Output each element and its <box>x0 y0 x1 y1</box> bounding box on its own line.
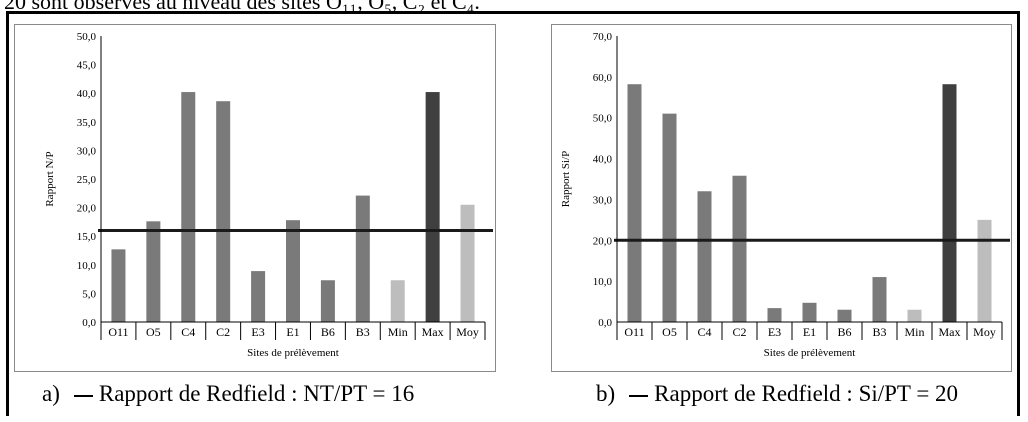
x-tick-label: O5 <box>662 325 677 339</box>
bar-b3 <box>355 195 370 322</box>
y-tick-label: 60,0 <box>593 72 613 84</box>
x-tick-label: O11 <box>624 325 644 339</box>
bar-min <box>907 309 922 322</box>
x-tick-label: C2 <box>732 325 746 339</box>
x-tick-label: C4 <box>181 325 195 339</box>
y-tick-label: 5,0 <box>82 288 96 300</box>
bar-o11 <box>627 84 642 322</box>
bar-b3 <box>872 277 887 322</box>
y-tick-label: 45,0 <box>77 60 97 72</box>
y-tick-label: 40,0 <box>77 88 97 100</box>
y-tick-label: 70,0 <box>593 31 613 43</box>
y-tick-label: 40,0 <box>593 154 613 166</box>
y-tick-label: 10,0 <box>593 276 613 288</box>
x-tick-label: Moy <box>973 325 996 339</box>
y-tick-label: 0,0 <box>598 317 612 329</box>
bar-b6 <box>837 309 852 322</box>
chart-panel-a: 0,0 5,0 10,0 15,0 20,0 25,0 30,0 35,0 40,0 45,0 50… <box>14 24 496 372</box>
y-tick-label: 25,0 <box>77 174 97 186</box>
bar-e1 <box>286 220 300 322</box>
caption-b: b) Rapport de Redfield : Si/PT = 20 <box>596 381 958 407</box>
y-tick-label: 20,0 <box>77 203 97 215</box>
header-text: 20 sont observés au niveau des sites O₁₁… <box>4 0 480 14</box>
bar-o11 <box>111 249 126 322</box>
chart-b-svg: 0,0 10,0 20,0 30,0 40,0 50,0 60,0 70,0 O11 O5 C4 C2… <box>560 31 1010 359</box>
y-tick-label: 50,0 <box>593 113 613 125</box>
bar-moy <box>977 219 992 322</box>
y-axis-title: Rapport N/P <box>44 151 56 206</box>
caption-a-letter: a) <box>42 381 60 406</box>
caption-a: a) Rapport de Redfield : NT/PT = 16 <box>42 381 414 407</box>
bar-c4 <box>181 92 196 322</box>
y-tick-label: 30,0 <box>593 194 613 206</box>
caption-a-text: Rapport de Redfield : NT/PT = 16 <box>98 381 415 406</box>
chart-a-svg: 0,0 5,0 10,0 15,0 20,0 25,0 30,0 35,0 40,0 45,0 50… <box>44 31 493 359</box>
y-tick-label: 30,0 <box>77 145 97 157</box>
y-tick-label: 0,0 <box>82 317 96 329</box>
bar-e3 <box>767 308 782 322</box>
x-tick-label: E1 <box>803 325 816 339</box>
y-tick-label: 35,0 <box>77 117 97 129</box>
x-tick-label: B3 <box>356 325 370 339</box>
y-tick-label: 10,0 <box>77 260 97 272</box>
x-tick-label: Min <box>904 325 924 339</box>
caption-b-letter: b) <box>596 381 616 406</box>
x-tick-label: O5 <box>146 325 161 339</box>
y-tick-label: 50,0 <box>77 31 97 43</box>
chart-panel-b: 0,0 10,0 20,0 30,0 40,0 50,0 60,0 70,0 O11 O5 C4 C2… <box>551 24 1012 372</box>
bar-c2 <box>216 101 231 322</box>
bar-o5 <box>662 113 677 322</box>
x-tick-label: E3 <box>251 325 264 339</box>
x-tick-label: E3 <box>768 325 781 339</box>
y-axis-title: Rapport Si/P <box>560 151 572 208</box>
x-tick-label: B6 <box>837 325 851 339</box>
x-tick-label: Moy <box>456 325 479 339</box>
x-axis-title: Sites de prélèvement <box>247 347 339 359</box>
x-tick-label: B6 <box>321 325 335 339</box>
x-tick-label: O11 <box>108 325 128 339</box>
y-tick-label: 15,0 <box>77 231 97 243</box>
x-tick-label: C4 <box>697 325 711 339</box>
bar-e1 <box>802 302 817 322</box>
bar-c2 <box>732 175 747 322</box>
bar-e3 <box>251 271 266 322</box>
x-axis-title: Sites de prélèvement <box>764 347 856 359</box>
bar-min <box>390 280 405 322</box>
caption-b-line-icon <box>629 394 649 397</box>
caption-b-text: Rapport de Redfield : Si/PT = 20 <box>654 381 959 406</box>
bar-o5 <box>146 221 161 322</box>
x-tick-label: Min <box>388 325 408 339</box>
x-tick-label: Max <box>939 325 961 339</box>
x-tick-label: B3 <box>872 325 886 339</box>
figure-frame <box>6 11 1020 416</box>
y-tick-label: 20,0 <box>593 235 613 247</box>
bar-c4 <box>697 191 712 322</box>
bar-max <box>942 84 957 322</box>
bar-max <box>425 92 440 322</box>
x-tick-label: Max <box>422 325 444 339</box>
x-tick-label: C2 <box>216 325 230 339</box>
caption-a-line-icon <box>73 394 93 397</box>
bar-b6 <box>320 280 335 322</box>
x-tick-label: E1 <box>286 325 299 339</box>
bar-moy <box>460 204 475 322</box>
